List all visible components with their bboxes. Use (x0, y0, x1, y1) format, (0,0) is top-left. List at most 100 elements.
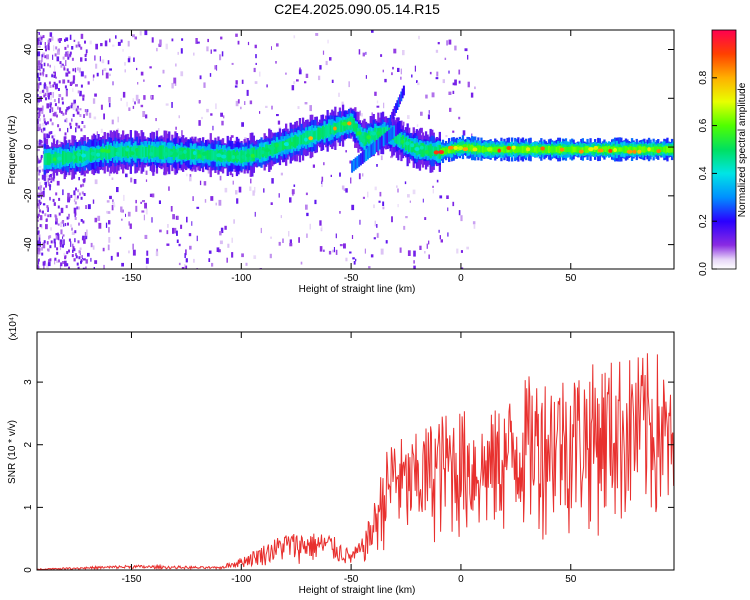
heatmap-speckle (328, 250, 332, 255)
heatmap-speckle (300, 261, 303, 265)
heatmap-ridge-cell (351, 116, 354, 129)
heatmap-speckle (49, 174, 52, 177)
heatmap-speckle (414, 65, 416, 72)
heatmap-speckle (145, 257, 149, 264)
heatmap-speckle (41, 140, 43, 144)
heatmap-speckle (38, 139, 41, 143)
heatmap-speckle (473, 224, 476, 229)
heatmap-ridge-cell (448, 146, 451, 154)
heatmap-speckle (165, 43, 168, 50)
heatmap-speckle (107, 244, 110, 251)
heatmap-ridge-cell (544, 145, 548, 154)
heatmap-ridge-cell (624, 146, 628, 153)
heatmap-speckle (111, 205, 114, 211)
heatmap-speckle (41, 144, 44, 148)
heatmap-speckle (89, 40, 92, 45)
heatmap-ridge-cell (461, 145, 465, 150)
heatmap-speckle (437, 42, 440, 45)
x-tick-label: 0 (458, 574, 464, 585)
snr-panel: -150 -100 -50 0 50 0 1 2 3 Height of straight li… (7, 313, 675, 596)
heatmap-speckle (54, 242, 56, 248)
heatmap-speckle (56, 56, 60, 62)
heatmap-speckle (92, 199, 95, 204)
heatmap-speckle (390, 155, 393, 159)
heatmap-speckle (48, 38, 52, 43)
heatmap-speckle (171, 38, 174, 42)
heatmap-speckle (440, 239, 443, 243)
heatmap-speckle (39, 72, 42, 76)
heatmap-speckle (44, 213, 47, 217)
heatmap-ridge-cell (185, 149, 188, 158)
heatmap-speckle (409, 200, 411, 203)
heatmap-speckle (74, 103, 77, 109)
heatmap-speckle (452, 130, 455, 133)
heatmap-speckle (151, 217, 153, 223)
heatmap-ridge-cell (514, 145, 517, 154)
heatmap-ridge-cell (391, 126, 394, 139)
heatmap-speckle (84, 54, 87, 58)
heatmap-speckle (206, 46, 209, 52)
heatmap-speckle (231, 173, 234, 177)
heatmap-speckle (149, 193, 153, 197)
heatmap-speckle (447, 232, 449, 237)
heatmap-speckle (72, 113, 75, 117)
heatmap-ridge-cell (137, 145, 140, 158)
heatmap-speckle (41, 210, 44, 214)
heatmap-speckle (46, 103, 50, 109)
heatmap-speckle (69, 125, 72, 129)
heatmap-speckle (64, 260, 67, 267)
heatmap-ridge-cell (380, 128, 383, 139)
heatmap-ridge-cell (321, 125, 325, 139)
heatmap-core (603, 146, 608, 151)
heatmap-speckle (74, 67, 77, 73)
heatmap-ridge-cell (154, 146, 157, 158)
heatmap-speckle (41, 174, 44, 180)
heatmap-speckle (37, 232, 40, 235)
heatmap-speckle (358, 49, 361, 55)
heatmap-core (414, 147, 420, 151)
heatmap-speckle (74, 217, 77, 220)
heatmap-speckle (108, 227, 110, 233)
heatmap-speckle (40, 36, 43, 40)
heatmap-speckle (37, 37, 40, 41)
heatmap-ridge-cell (98, 149, 102, 158)
heatmap-speckle (400, 68, 402, 75)
heatmap-ridge-cell (423, 144, 426, 156)
heatmap-ridge-cell (637, 145, 640, 154)
heatmap-ridge-cell (623, 146, 626, 153)
heatmap-speckle (121, 262, 124, 267)
heatmap-speckle (58, 97, 60, 104)
heatmap-speckle (63, 252, 66, 256)
heatmap-speckle (341, 101, 344, 104)
heatmap-ridge-cell (494, 146, 497, 153)
heatmap-ridge-cell (211, 150, 214, 161)
heatmap-speckle (304, 81, 307, 84)
y-tick-label: 1 (23, 504, 34, 510)
heatmap-speckle (232, 180, 234, 185)
heatmap-speckle (180, 71, 184, 77)
heatmap-ridge-cell (257, 148, 260, 159)
heatmap-speckle (43, 84, 47, 89)
heatmap-ridge-cell (632, 146, 635, 153)
heatmap-speckle (96, 131, 98, 135)
heatmap-ridge-cell (469, 145, 472, 151)
heatmap-speckle (335, 249, 338, 255)
heatmap-ridge-cell (663, 146, 666, 153)
heatmap-speckle (325, 60, 328, 66)
heatmap-ridge-cell (197, 150, 200, 159)
heatmap-speckle (341, 185, 345, 190)
heatmap-ridge-cell (206, 150, 209, 160)
heatmap-speckle (185, 258, 188, 263)
heatmap-ridge-cell (359, 153, 362, 166)
heatmap-speckle (458, 116, 461, 120)
heatmap-speckle (399, 247, 402, 253)
heatmap-speckle (144, 30, 148, 36)
heatmap-speckle (96, 72, 99, 77)
heatmap-ridge-cell (384, 132, 387, 145)
heatmap-speckle (106, 200, 110, 203)
heatmap-speckle (54, 103, 57, 107)
heatmap-ridge-cell (535, 145, 538, 154)
colorbar-tick-label: 0.8 (698, 70, 709, 84)
heatmap-speckle (428, 254, 430, 259)
heatmap-ridge-cell (555, 146, 558, 153)
